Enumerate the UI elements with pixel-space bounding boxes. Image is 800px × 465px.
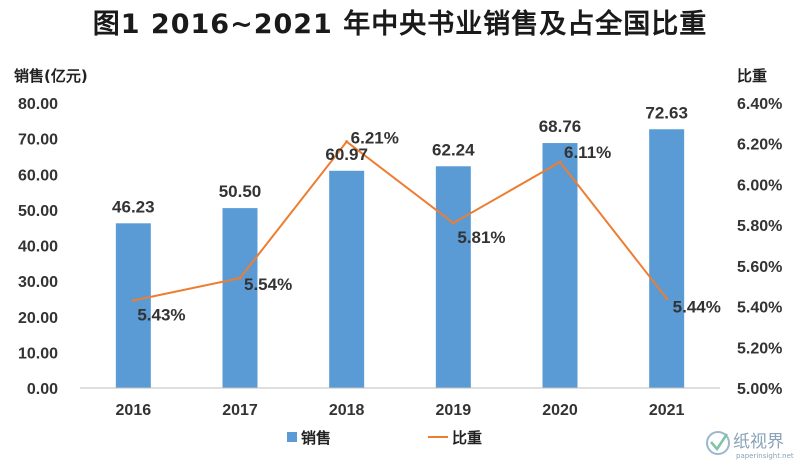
bar-value-label: 60.97 [325,145,368,164]
y-right-tick-label: 5.20% [737,340,782,357]
y-left-tick-label: 70.00 [18,132,58,149]
share-point [558,160,562,164]
share-point [238,276,242,280]
bar-2021 [649,129,685,389]
x-tick-label: 2016 [116,402,152,419]
bar-2019 [435,166,471,388]
x-tick-label: 2021 [649,402,685,419]
share-value-label: 5.81% [457,228,505,247]
y-right-tick-label: 5.80% [737,218,782,235]
share-value-label: 6.21% [351,129,399,148]
y-left-tick-label: 80.00 [18,96,58,113]
share-line [133,140,668,302]
share-value-label: 5.54% [244,275,292,294]
share-point [665,296,669,300]
bar-value-label: 62.24 [432,140,475,159]
watermark-logo-icon [706,431,730,455]
share-value-label: 5.43% [137,305,185,324]
watermark-text: 纸视界 [733,432,784,452]
share-value-label: 6.11% [564,143,611,162]
y-left-tick-label: 50.00 [18,203,58,220]
bar-value-label: 68.76 [539,117,582,136]
x-tick-label: 2020 [542,402,578,419]
line-data-labels: 5.43% 5.54% 6.21% 5.81% 6.11% 5.44% [137,129,721,325]
x-tick-label: 2019 [436,402,472,419]
bar-2018 [329,170,365,388]
y-right-tick-label: 6.20% [737,137,782,154]
bar-series [115,129,685,389]
bar-2017 [222,208,258,388]
y-axis-right-label: 比重 [737,67,767,85]
watermark-check-icon [710,433,729,452]
y-right-tick-label: 5.40% [737,300,782,317]
share-point [131,298,135,302]
legend: 销售 比重 [287,429,482,447]
y-right-tick-label: 5.60% [737,259,782,276]
x-axis-ticks: 2016 2017 2018 2019 2020 2021 [116,402,685,419]
legend-label-share: 比重 [452,429,482,447]
y-right-tick-label: 6.00% [737,177,782,194]
share-value-label: 5.44% [673,297,721,316]
chart-title: 图1 2016~2021 年中央书业销售及占全国比重 [92,9,708,40]
watermark-url: paperinsight.net [736,452,794,460]
legend-swatch-bar [287,432,297,442]
y-right-tick-label: 5.00% [737,381,782,398]
y-axis-left-ticks: 0.00 10.00 20.00 30.00 40.00 50.00 60.00 70.00 8… [18,96,58,398]
bar-value-label: 50.50 [219,182,262,201]
y-left-tick-label: 40.00 [18,239,58,256]
y-left-tick-label: 0.00 [27,381,58,398]
y-axis-left-label: 销售(亿元) [14,67,88,85]
y-left-tick-label: 10.00 [18,345,58,362]
watermark: 纸视界 paperinsight.net [706,431,794,460]
bar-2016 [115,223,151,388]
y-left-tick-label: 20.00 [18,310,58,327]
y-axis-right-ticks: 5.00% 5.20% 5.40% 5.60% 5.80% 6.00% 6.20% 6.40% [737,96,782,398]
bar-data-labels: 46.23 50.50 60.97 62.24 68.76 72.63 [112,103,688,216]
bar-value-label: 72.63 [645,103,688,122]
y-left-tick-label: 30.00 [18,274,58,291]
y-left-tick-label: 60.00 [18,167,58,184]
legend-label-sales: 销售 [301,429,331,447]
bar-2020 [542,143,578,388]
x-tick-label: 2018 [329,402,365,419]
share-point [451,221,455,225]
y-right-tick-label: 6.40% [737,96,782,113]
share-point [345,140,349,144]
bar-value-label: 46.23 [112,197,155,216]
line-series [131,140,669,302]
x-tick-label: 2017 [222,402,258,419]
